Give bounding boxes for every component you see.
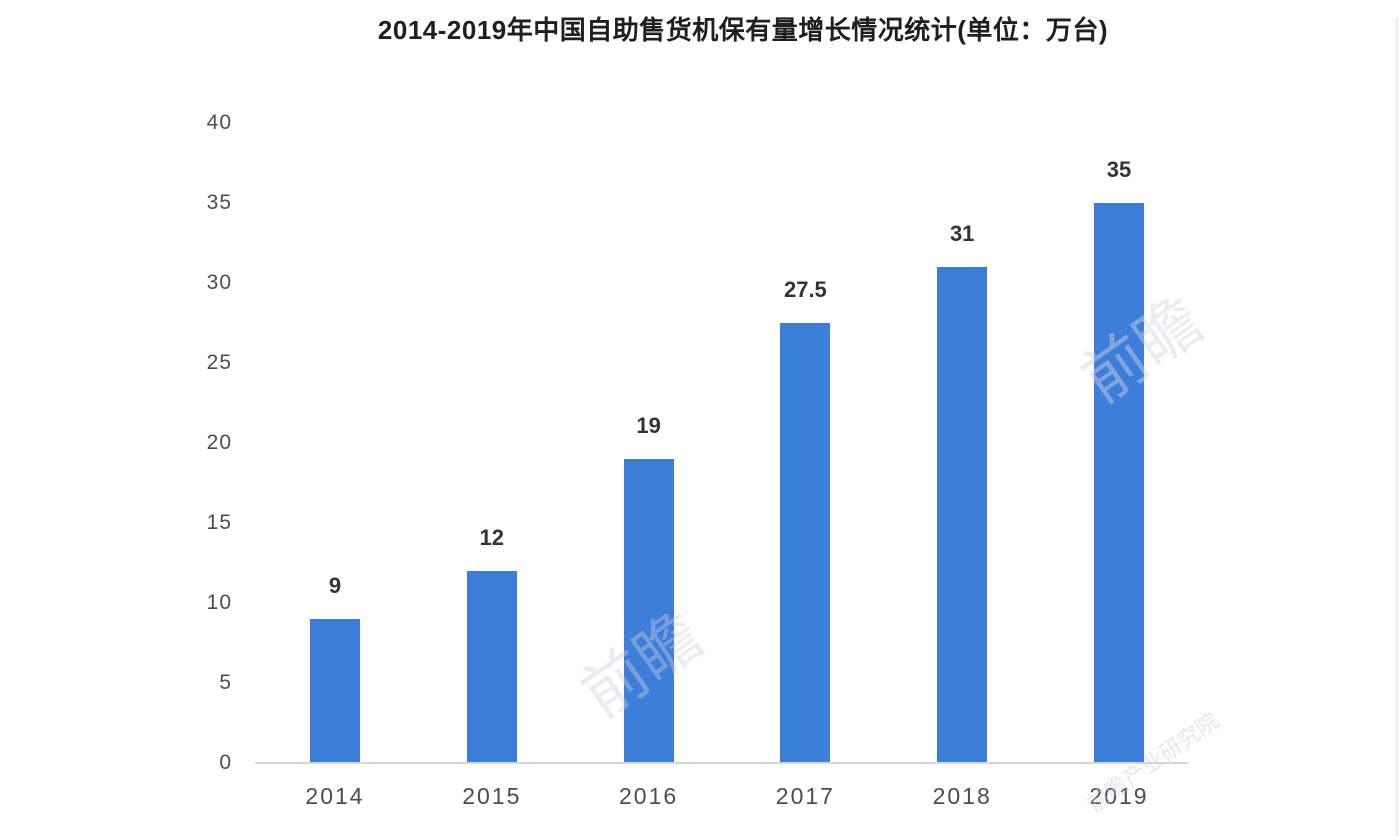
- y-axis-tick-label: 25: [206, 351, 232, 374]
- y-axis-tick-label: 35: [206, 191, 232, 214]
- bar-2014: [310, 619, 360, 763]
- bar-value-label: 12: [479, 525, 505, 550]
- x-axis-line: [255, 762, 1188, 764]
- x-axis-tick-label: 2016: [619, 783, 679, 809]
- bar-2019: [1094, 203, 1144, 763]
- x-axis-tick-label: 2014: [305, 783, 365, 809]
- bar-value-label: 31: [949, 221, 975, 246]
- y-axis-tick-label: 15: [206, 511, 232, 534]
- y-axis-tick-label: 0: [219, 751, 232, 774]
- bar-2015: [466, 571, 517, 763]
- bar-value-label: 9: [328, 573, 342, 598]
- y-axis-tick-label: 20: [206, 431, 232, 454]
- x-axis-tick-label: 2019: [1089, 783, 1149, 809]
- x-axis-tick-label: 2018: [932, 783, 992, 809]
- x-axis-tick-label: 2017: [775, 783, 835, 809]
- bar-value-label: 35: [1106, 157, 1132, 182]
- y-axis-tick-label: 10: [206, 591, 232, 614]
- bar-value-label: 19: [636, 413, 661, 438]
- bar-2018: [937, 267, 988, 763]
- x-axis-tick-label: 2015: [462, 783, 522, 809]
- bar-value-label: 27.5: [783, 277, 827, 302]
- y-axis-tick-label: 40: [206, 111, 232, 134]
- bar-2017: [780, 323, 831, 763]
- bar-2016: [623, 459, 674, 763]
- y-axis-tick-label: 5: [219, 671, 232, 694]
- y-axis-tick-label: 30: [206, 271, 232, 294]
- image-right-border: [1396, 18, 1398, 836]
- chart-title: 2014-2019年中国自助售货机保有量增长情况统计(单位：万台): [377, 15, 1109, 45]
